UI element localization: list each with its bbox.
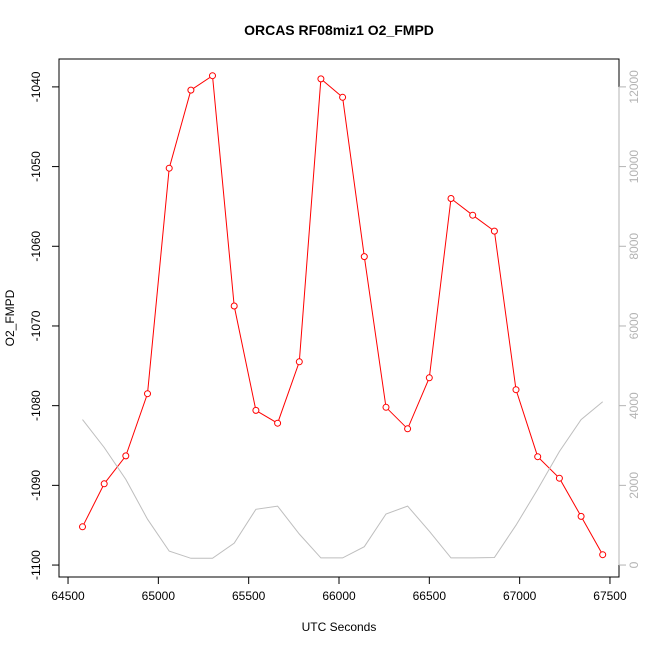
data-point xyxy=(165,164,173,172)
y2-tick-label: 2000 xyxy=(627,472,641,499)
x-axis: 64500 65000 65500 66000 66500 67000 67500 xyxy=(51,576,627,603)
y2-tick-label: 8000 xyxy=(627,233,641,260)
series-line-2 xyxy=(82,401,604,559)
y-axis-label: O2_FMPD xyxy=(3,289,17,346)
x-tick-label: 66000 xyxy=(322,589,356,603)
y2-tick-label: 4000 xyxy=(627,392,641,419)
y-tick-label: -1100 xyxy=(29,550,43,580)
data-point xyxy=(209,72,216,80)
y-tick-label: -1040 xyxy=(29,71,43,102)
data-point xyxy=(274,419,282,427)
y-tick-label: -1080 xyxy=(29,390,43,421)
data-point xyxy=(252,406,260,414)
x-tick-label: 65000 xyxy=(142,589,176,603)
x-tick-label: 64500 xyxy=(51,589,85,603)
chart-title: ORCAS RF08miz1 O2_FMPD xyxy=(244,22,434,38)
y2-axis: 0 2000 4000 6000 8000 10000 12000 xyxy=(618,70,641,568)
y-axis: -1100 -1090 -1080 -1070 -1060 -1050 -1040 xyxy=(29,71,60,580)
data-point xyxy=(230,302,238,310)
y-tick-label: -1090 xyxy=(29,470,43,501)
data-point xyxy=(555,474,563,482)
data-point xyxy=(404,425,412,433)
y-tick-label: -1050 xyxy=(29,151,43,182)
data-point xyxy=(490,227,498,235)
x-tick-label: 67500 xyxy=(593,589,627,603)
y2-tick-label: 12000 xyxy=(627,70,641,104)
y-tick-label: -1070 xyxy=(29,310,43,341)
x-tick-label: 67000 xyxy=(503,589,537,603)
data-point xyxy=(79,523,86,531)
data-point xyxy=(577,512,585,520)
data-point xyxy=(339,93,347,101)
data-point xyxy=(447,195,455,202)
x-tick-label: 65500 xyxy=(232,589,266,603)
x-tick-label: 66500 xyxy=(413,589,447,603)
y2-tick-label: 6000 xyxy=(627,312,641,339)
data-point xyxy=(295,358,303,366)
x-axis-label: UTC Seconds xyxy=(302,620,377,634)
data-point xyxy=(122,452,130,460)
data-point xyxy=(425,374,433,382)
data-point xyxy=(187,86,195,94)
data-point xyxy=(100,480,108,488)
data-point xyxy=(144,390,151,398)
data-point xyxy=(512,386,520,394)
data-point xyxy=(360,253,368,261)
data-point xyxy=(317,75,325,83)
data-point xyxy=(469,211,477,219)
y-tick-label: -1060 xyxy=(29,231,43,262)
data-point xyxy=(382,403,390,411)
data-point xyxy=(534,453,542,461)
series-layer xyxy=(79,72,607,559)
y2-tick-label: 0 xyxy=(627,561,641,568)
data-point xyxy=(599,551,607,559)
y2-tick-label: 10000 xyxy=(627,150,641,184)
